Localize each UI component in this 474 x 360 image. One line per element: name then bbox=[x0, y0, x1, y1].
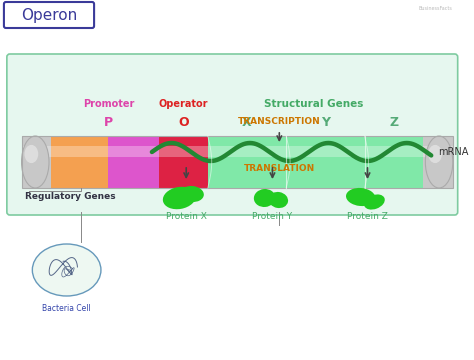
Text: O: O bbox=[178, 116, 189, 129]
Bar bbox=[159, 136, 208, 188]
Bar bbox=[365, 136, 423, 188]
Text: TRANSCRIPTION: TRANSCRIPTION bbox=[238, 117, 321, 126]
Ellipse shape bbox=[254, 189, 275, 207]
Ellipse shape bbox=[32, 244, 101, 296]
Text: BusinessFacts: BusinessFacts bbox=[419, 5, 453, 10]
Text: Structural Genes: Structural Genes bbox=[264, 99, 363, 109]
Ellipse shape bbox=[428, 145, 442, 163]
Bar bbox=[51, 136, 108, 188]
Text: TRANSLATION: TRANSLATION bbox=[244, 164, 315, 173]
Text: Protein X: Protein X bbox=[166, 212, 207, 221]
FancyBboxPatch shape bbox=[4, 2, 94, 28]
Text: Regulatory Genes: Regulatory Genes bbox=[25, 192, 115, 201]
Ellipse shape bbox=[163, 187, 196, 209]
Text: Z: Z bbox=[390, 116, 399, 129]
Text: Bacteria Cell: Bacteria Cell bbox=[42, 304, 91, 313]
Bar bbox=[51, 147, 108, 157]
Text: mRNA: mRNA bbox=[438, 147, 468, 157]
Bar bbox=[108, 147, 159, 157]
Text: Operator: Operator bbox=[158, 99, 208, 109]
Bar bbox=[423, 136, 453, 188]
Ellipse shape bbox=[25, 145, 38, 163]
FancyBboxPatch shape bbox=[7, 54, 458, 215]
Bar bbox=[365, 147, 423, 157]
Bar bbox=[286, 147, 365, 157]
Ellipse shape bbox=[269, 192, 288, 208]
Ellipse shape bbox=[425, 136, 453, 188]
Text: Promoter: Promoter bbox=[83, 99, 135, 109]
Ellipse shape bbox=[346, 188, 375, 206]
Bar bbox=[21, 147, 51, 157]
Text: Operon: Operon bbox=[21, 8, 77, 23]
Bar bbox=[208, 147, 286, 157]
Bar bbox=[108, 136, 159, 188]
Text: Y: Y bbox=[321, 116, 330, 129]
Bar bbox=[286, 136, 365, 188]
Bar bbox=[21, 136, 453, 188]
Bar bbox=[21, 136, 51, 188]
Ellipse shape bbox=[21, 136, 49, 188]
Bar bbox=[423, 147, 453, 157]
Bar bbox=[159, 147, 208, 157]
Ellipse shape bbox=[180, 186, 204, 202]
Text: Protein Y: Protein Y bbox=[252, 212, 292, 221]
Text: Protein Z: Protein Z bbox=[347, 212, 388, 221]
Text: P: P bbox=[104, 116, 113, 129]
Text: X: X bbox=[242, 116, 252, 129]
Ellipse shape bbox=[364, 194, 385, 210]
Bar bbox=[208, 136, 286, 188]
